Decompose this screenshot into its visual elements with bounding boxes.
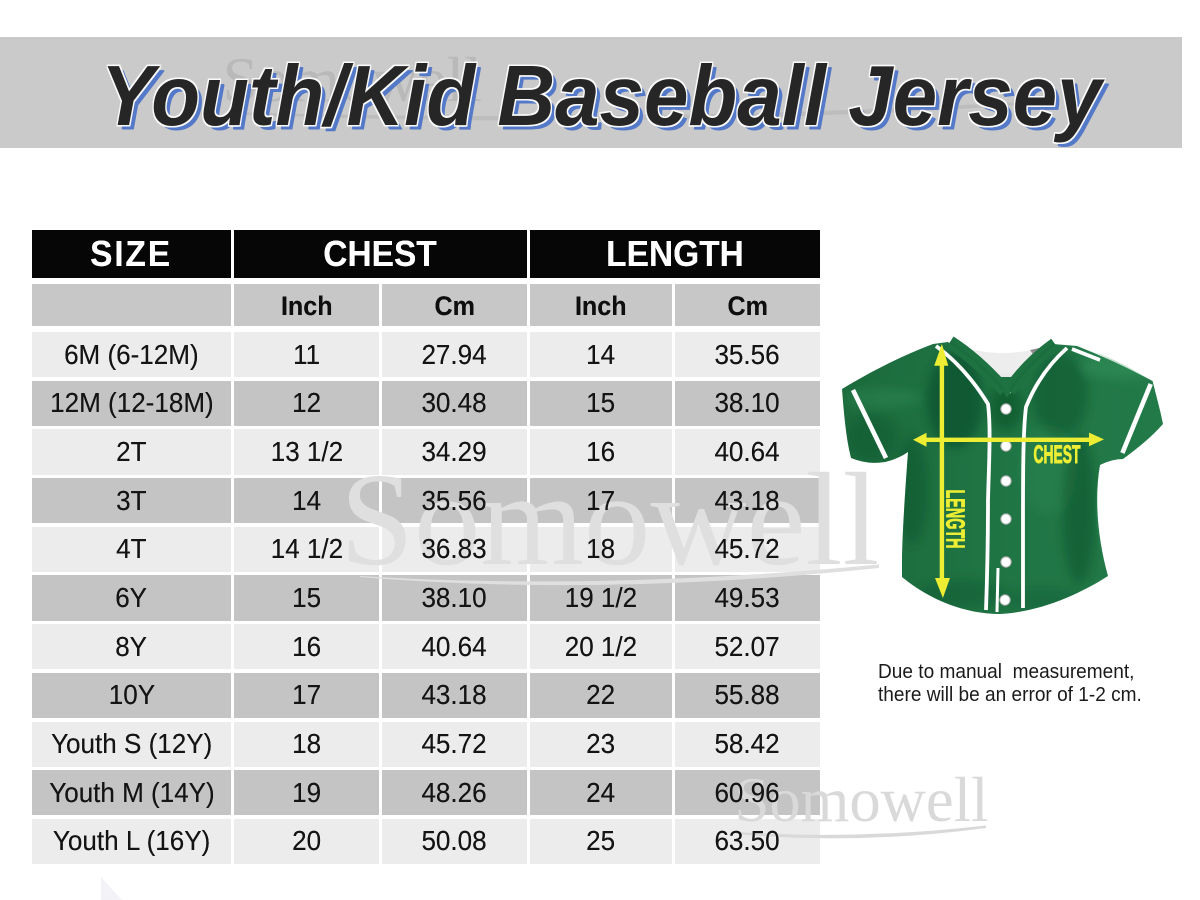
svg-text:CHEST: CHEST bbox=[1034, 441, 1081, 469]
svg-text:Somowell: Somowell bbox=[223, 44, 483, 115]
svg-text:LENGTH: LENGTH bbox=[941, 490, 971, 549]
